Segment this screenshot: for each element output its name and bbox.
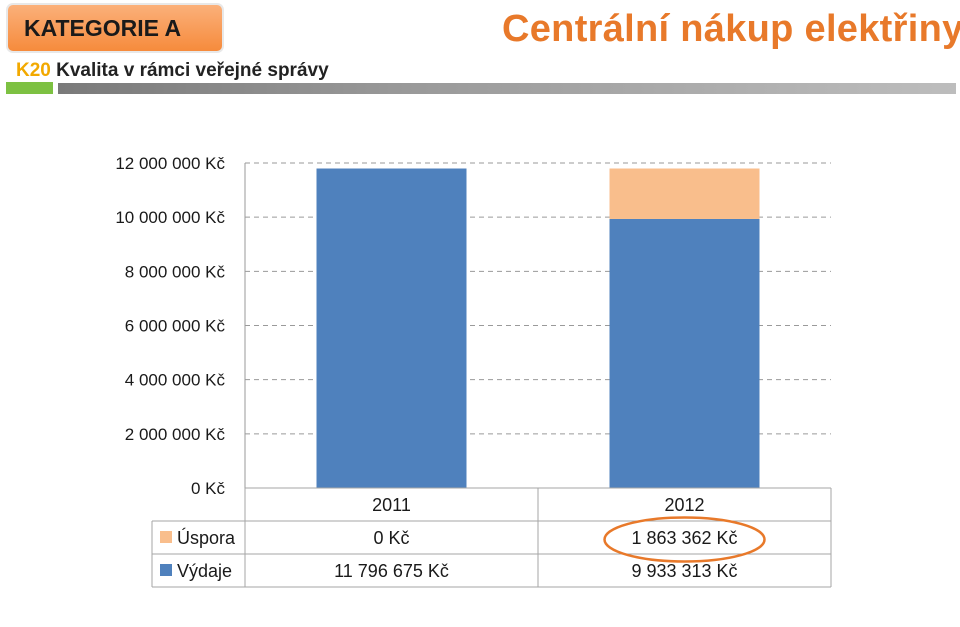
y-tick-label: 0 Kč [191, 479, 226, 498]
y-tick-label: 12 000 000 Kč [115, 154, 225, 173]
highlight-ellipse [603, 516, 766, 563]
accent-strip-green [6, 82, 53, 94]
legend-key-úspora [160, 531, 172, 543]
subtitle: K20 Kvalita v rámci veřejné správy [16, 60, 329, 82]
y-tick-label: 2 000 000 Kč [125, 425, 226, 444]
data-label: 1 863 362 Kč [631, 528, 737, 548]
bar-výdaje-2012 [609, 218, 760, 488]
accent-strip-grey [58, 83, 956, 94]
page-title: Centrální nákup elektřiny [502, 8, 960, 50]
category-badge: KATEGORIE A [6, 3, 224, 53]
series-name: Výdaje [177, 561, 232, 581]
subtitle-code: K20 [16, 60, 51, 81]
data-label: 0 Kč [373, 528, 409, 548]
category-label: KATEGORIE A [24, 14, 182, 41]
subtitle-text: Kvalita v rámci veřejné správy [56, 60, 329, 81]
bar-výdaje-2011 [316, 168, 467, 488]
legend-key-výdaje [160, 564, 172, 576]
y-tick-label: 6 000 000 Kč [125, 317, 226, 336]
data-label: 9 933 313 Kč [631, 561, 737, 581]
bar-úspora-2012 [609, 168, 760, 219]
data-label: 11 796 675 Kč [334, 561, 449, 581]
y-tick-label: 8 000 000 Kč [125, 262, 226, 281]
y-tick-label: 10 000 000 Kč [115, 208, 225, 227]
series-name: Úspora [177, 527, 236, 548]
y-tick-label: 4 000 000 Kč [125, 371, 226, 390]
x-category-label: 2011 [372, 495, 411, 515]
x-category-label: 2012 [664, 495, 704, 515]
